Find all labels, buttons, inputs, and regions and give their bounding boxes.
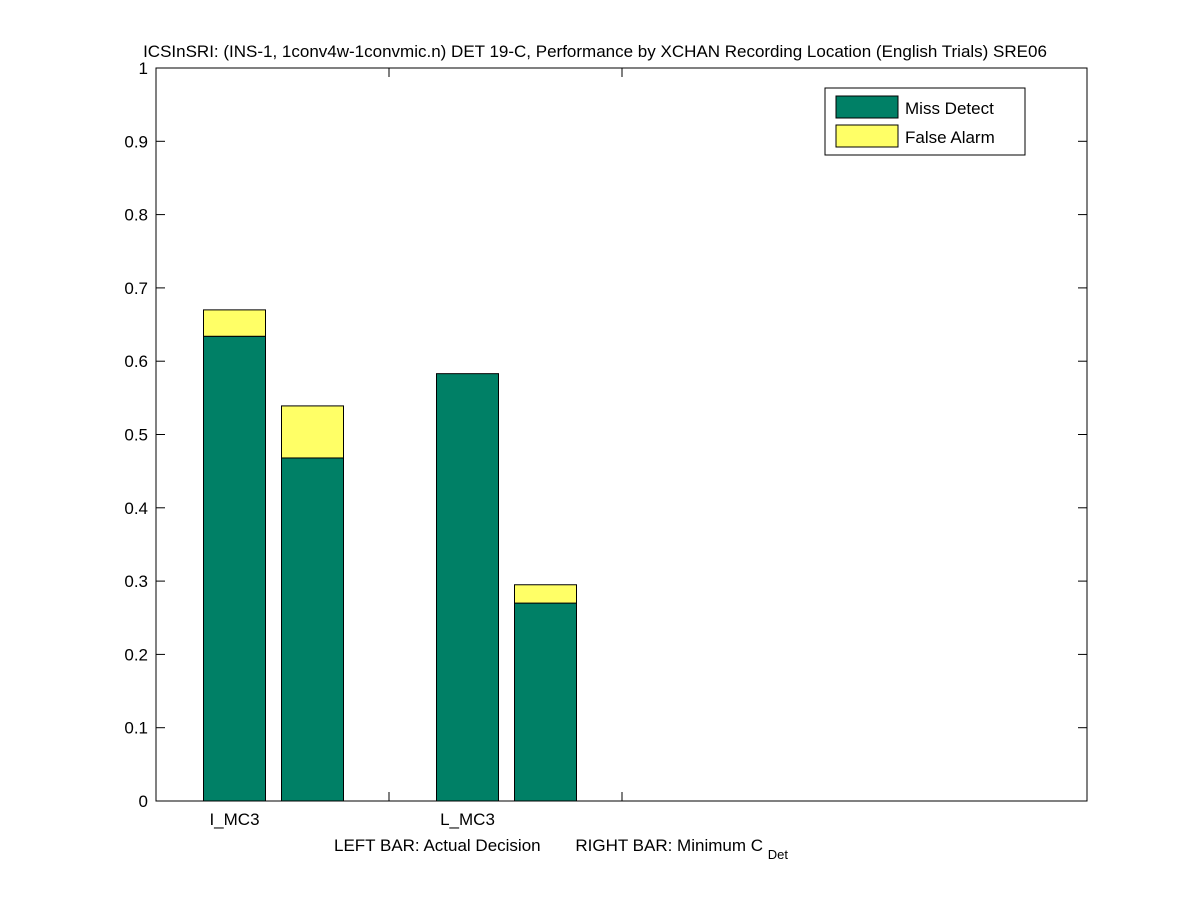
bar-segment-miss-detect (436, 373, 499, 802)
legend-swatch-false-alarm (835, 124, 899, 148)
y-tick-label: 1 (139, 59, 148, 78)
axes-layer: 0 0.1 0.2 0.3 0.4 0.5 0.6 0.7 0.8 0.9 1 I_MC3 L_MC3 (124, 59, 1087, 829)
y-tick-label: 0.3 (124, 572, 148, 591)
y-tick-label: 0.8 (124, 206, 148, 225)
x-axis-label-left: LEFT BAR: Actual Decision (334, 836, 541, 855)
y-tick-label: 0.1 (124, 719, 148, 738)
y-tick-label: 0 (139, 792, 148, 811)
bars-layer (203, 309, 577, 802)
x-tick-label: L_MC3 (440, 810, 495, 829)
y-tick-label: 0.2 (124, 645, 148, 664)
plot-frame (155, 67, 1088, 802)
x-axis-label: LEFT BAR: Actual Decision RIGHT BAR: Min… (334, 836, 788, 862)
y-tick-label: 0.5 (124, 426, 148, 445)
y-tick-label: 0.4 (124, 499, 148, 518)
y-tick-label: 0.6 (124, 352, 148, 371)
bar-segment-miss-detect (281, 457, 344, 802)
x-axis-label-right: RIGHT BAR: Minimum C (575, 836, 763, 855)
y-tick-label: 0.7 (124, 279, 148, 298)
legend-swatch-miss-detect (835, 95, 899, 119)
bar-segment-miss-detect (203, 335, 266, 802)
x-axis-label-subscript: Det (768, 847, 789, 862)
x-tick-label: I_MC3 (209, 810, 259, 829)
bar-segment-false-alarm (514, 584, 577, 604)
y-tick-label: 0.9 (124, 132, 148, 151)
bar-segment-miss-detect (514, 602, 577, 802)
bar-segment-false-alarm (281, 405, 344, 459)
legend-label-false-alarm: False Alarm (905, 128, 995, 147)
legend: Miss Detect False Alarm (824, 87, 1026, 156)
bar-segment-false-alarm (203, 309, 266, 337)
legend-label-miss-detect: Miss Detect (905, 99, 994, 118)
chart-title: ICSInSRI: (INS-1, 1conv4w-1convmic.n) DE… (143, 42, 1047, 61)
